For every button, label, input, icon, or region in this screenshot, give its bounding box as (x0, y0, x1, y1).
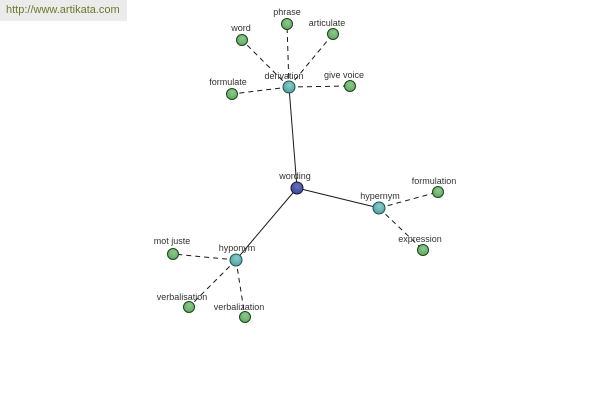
leaf-node-circle[interactable] (281, 18, 293, 30)
leaf-node-circle[interactable] (236, 34, 248, 46)
edge-derivation-articulate (288, 33, 334, 88)
hub-node-circle[interactable] (372, 201, 386, 215)
leaf-node-circle[interactable] (239, 311, 251, 323)
graph-node-verbalisation[interactable]: verbalisation (157, 292, 208, 313)
leaf-node-circle[interactable] (344, 80, 356, 92)
node-label-formulate: formulate (209, 77, 247, 87)
edge-derivation-formulate (231, 86, 290, 95)
edge-wording-hypernym (296, 187, 380, 209)
node-label-hyponym: hyponym (219, 243, 256, 253)
edge-derivation-phrase (286, 23, 290, 88)
edge-hypernym-formulation (378, 191, 439, 209)
edge-hyponym-verbalization (235, 259, 246, 318)
graph-node-word[interactable]: word (230, 23, 251, 46)
node-label-hypernym: hypernym (360, 191, 400, 201)
graph-node-phrase[interactable]: phrase (273, 7, 301, 30)
graph-node-verbalization[interactable]: verbalization (214, 302, 265, 323)
graph-node-formulation[interactable]: formulation (412, 176, 457, 198)
hub-node-circle[interactable] (282, 80, 296, 94)
edge-hypernym-expression (378, 207, 424, 251)
edge-wording-hyponym (235, 187, 298, 261)
hub-node-circle[interactable] (229, 253, 243, 267)
node-label-verbalisation: verbalisation (157, 292, 208, 302)
graph-node-formulate[interactable]: formulate (209, 77, 247, 100)
edge-hyponym-verbalisation (188, 259, 237, 308)
node-label-derivation: derivation (264, 71, 303, 81)
leaf-node-circle[interactable] (167, 248, 179, 260)
node-label-give_voice: give voice (324, 70, 364, 80)
node-label-verbalization: verbalization (214, 302, 265, 312)
graph-node-derivation[interactable]: derivation (264, 71, 304, 94)
node-label-mot_juste: mot juste (154, 236, 191, 246)
leaf-node-circle[interactable] (327, 28, 339, 40)
node-label-wording: wording (278, 171, 311, 181)
edge-derivation-give_voice (288, 85, 351, 88)
edge-derivation-word (241, 39, 290, 88)
graph-node-hyponym[interactable]: hyponym (219, 243, 256, 267)
graph-node-expression[interactable]: expression (398, 234, 442, 256)
site-url-label: http://www.artikata.com (0, 0, 127, 21)
graph-node-hypernym[interactable]: hypernym (360, 191, 400, 215)
node-label-expression: expression (398, 234, 442, 244)
graph-node-articulate[interactable]: articulate (309, 18, 346, 40)
leaf-node-circle[interactable] (432, 186, 444, 198)
graph-node-give_voice[interactable]: give voice (324, 70, 364, 92)
leaf-node-circle[interactable] (183, 301, 195, 313)
leaf-node-circle[interactable] (226, 88, 238, 100)
edge-wording-derivation (288, 86, 298, 189)
node-label-phrase: phrase (273, 7, 301, 17)
graph-node-wording[interactable]: wording (278, 171, 311, 195)
graph-node-mot_juste[interactable]: mot juste (154, 236, 191, 260)
edge-hyponym-mot_juste (172, 253, 237, 261)
center-node-circle[interactable] (290, 181, 304, 195)
node-label-formulation: formulation (412, 176, 457, 186)
node-label-word: word (230, 23, 251, 33)
leaf-node-circle[interactable] (417, 244, 429, 256)
node-label-articulate: articulate (309, 18, 346, 28)
